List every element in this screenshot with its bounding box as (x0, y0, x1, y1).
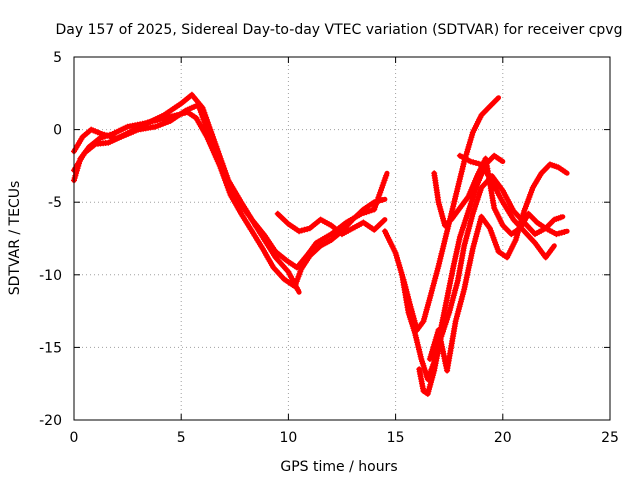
data-point-marker (562, 168, 568, 175)
data-point-marker (493, 96, 500, 103)
series-trace-c (71, 101, 302, 295)
series-layer (71, 91, 570, 397)
data-point-marker (467, 158, 474, 165)
data-point-marker (383, 172, 390, 179)
data-point-marker (473, 160, 479, 166)
x-tick-label: 25 (601, 430, 619, 446)
data-point-marker (549, 244, 556, 251)
y-tick-label: 5 (53, 50, 62, 66)
x-axis-label: GPS time / hours (280, 459, 397, 475)
x-tick-label: 10 (279, 430, 297, 446)
data-point-marker (296, 228, 303, 235)
y-tick-label: 0 (53, 123, 62, 139)
data-point-marker (556, 230, 563, 237)
y-tick-label: -5 (48, 195, 62, 211)
x-tick-label: 0 (70, 430, 79, 446)
data-point-marker (497, 157, 504, 164)
plot-frame (73, 56, 611, 421)
series-trace-j (456, 152, 557, 261)
tick-layer: 0 5 10 15 20 25 -20 -15 -10 -5 0 5 (39, 50, 619, 446)
y-tick-label: -10 (39, 268, 62, 284)
data-point-marker (561, 229, 568, 235)
x-tick-label: 15 (387, 430, 405, 446)
y-tick-label: -20 (39, 413, 62, 429)
data-point-marker (301, 226, 308, 233)
data-point-marker (475, 160, 482, 167)
data-point-marker (298, 227, 305, 234)
y-axis-label: SDTVAR / TECUs (7, 181, 23, 296)
x-tick-label: 5 (177, 430, 186, 446)
data-point-marker (380, 218, 387, 225)
chart-title: Day 157 of 2025, Sidereal Day-to-day VTE… (56, 22, 623, 38)
grid-layer (74, 57, 610, 420)
data-point-marker (470, 159, 477, 166)
data-point-marker (558, 229, 565, 236)
x-tick-label: 20 (494, 430, 512, 446)
series-trace-h (426, 161, 570, 374)
series-trace-d (274, 210, 388, 238)
data-point-marker (96, 135, 103, 142)
data-point-marker (557, 214, 564, 221)
y-tick-label: -15 (39, 340, 62, 356)
data-point-marker (294, 287, 301, 293)
data-point-marker (553, 231, 560, 238)
